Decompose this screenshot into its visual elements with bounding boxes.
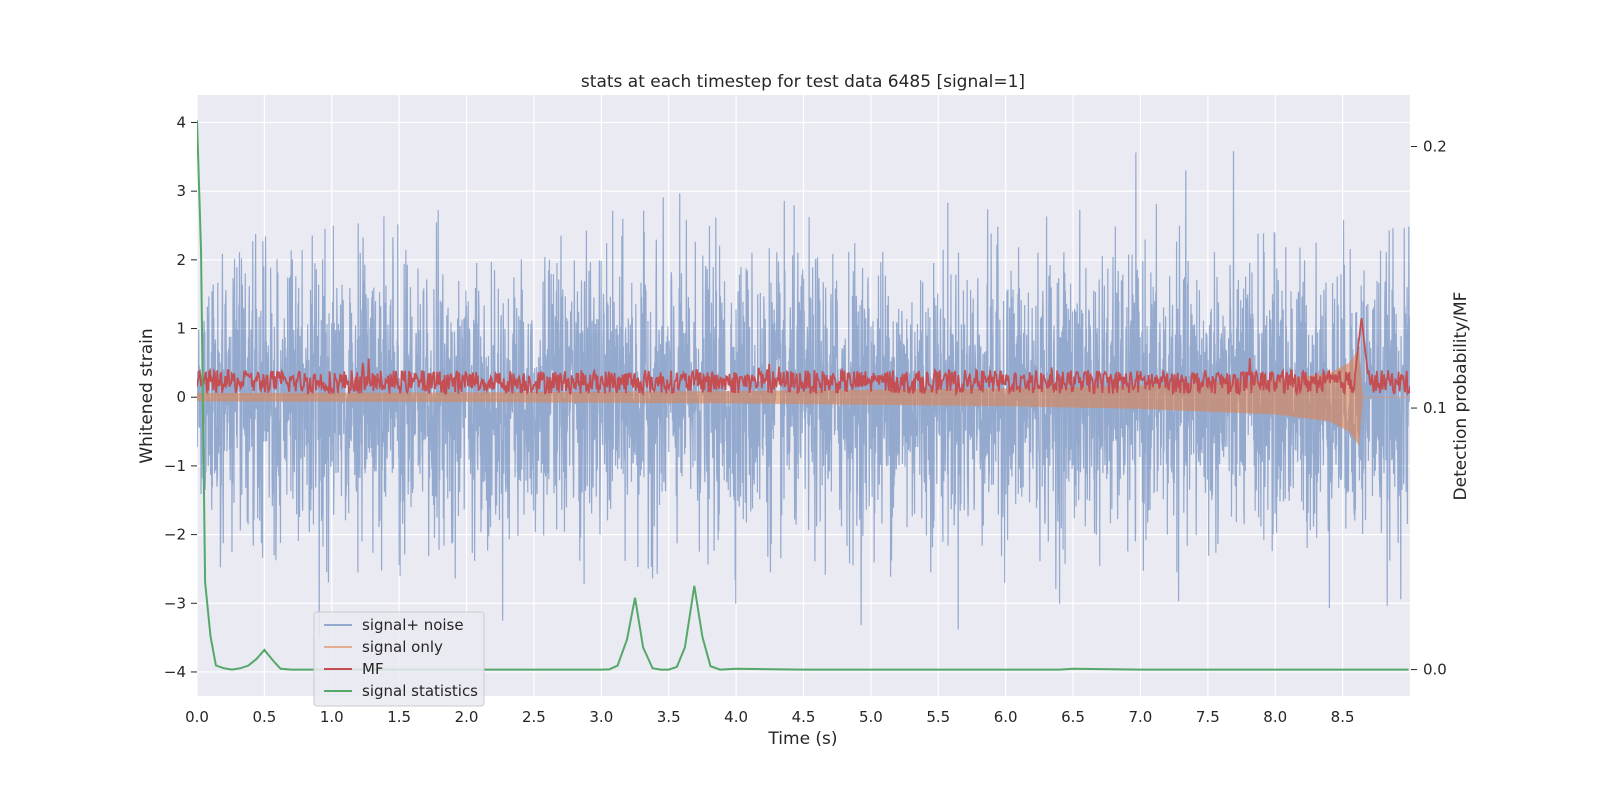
y-right-axis-label: Detection probability/MF <box>1451 292 1471 501</box>
x-tick-label: 6.0 <box>994 708 1018 726</box>
legend-label-signal-only: signal only <box>362 638 443 656</box>
x-tick-label: 4.5 <box>792 708 816 726</box>
x-tick-label: 8.5 <box>1331 708 1355 726</box>
y-tick-label: 0 <box>176 388 186 406</box>
y-tick-label: −1 <box>164 457 186 475</box>
x-tick-label: 3.5 <box>657 708 681 726</box>
x-tick-label: 7.0 <box>1129 708 1153 726</box>
y-axis-label: Whitened strain <box>137 328 157 463</box>
y-tick-label: 3 <box>176 182 186 200</box>
y-tick-label: 4 <box>176 113 186 131</box>
y-tick-label: −3 <box>164 594 186 612</box>
y-axis-ticks: 4 3 2 1 0 −1 −2 −3 −4 <box>164 113 197 681</box>
legend-label-signal-noise: signal+ noise <box>362 616 464 634</box>
y-right-tick-label: 0.1 <box>1423 399 1447 417</box>
x-tick-label: 7.5 <box>1196 708 1220 726</box>
y-tick-label: 2 <box>176 251 186 269</box>
x-tick-label: 6.5 <box>1061 708 1085 726</box>
series-signal-statistics <box>197 120 1409 671</box>
y-right-tick-label: 0.2 <box>1423 138 1447 156</box>
mf-line <box>197 317 1410 397</box>
legend-box <box>313 611 485 707</box>
x-tick-label: 0.5 <box>252 708 276 726</box>
x-tick-label: 0.0 <box>185 708 209 726</box>
x-tick-label: 4.0 <box>724 708 748 726</box>
y-right-axis-ticks: 0.2 0.1 0.0 <box>1411 138 1447 679</box>
x-tick-label: 2.0 <box>455 708 479 726</box>
series-mf <box>197 317 1410 397</box>
x-tick-label: 8.0 <box>1263 708 1287 726</box>
x-tick-label: 2.5 <box>522 708 546 726</box>
x-tick-label: 5.0 <box>859 708 883 726</box>
x-axis-label: Time (s) <box>767 729 837 749</box>
x-tick-label: 1.5 <box>387 708 411 726</box>
y-tick-label: 1 <box>176 320 186 338</box>
legend-label-signal-statistics: signal statistics <box>362 682 478 700</box>
chart-title: stats at each timestep for test data 648… <box>581 72 1025 92</box>
x-tick-label: 1.0 <box>320 708 344 726</box>
signal-noise-line <box>197 151 1410 638</box>
x-tick-label: 5.5 <box>926 708 950 726</box>
legend: signal+ noise signal only MF signal stat… <box>313 611 485 707</box>
signal-statistics-line <box>197 120 1409 671</box>
y-tick-label: −2 <box>164 526 186 544</box>
y-right-tick-label: 0.0 <box>1423 661 1447 679</box>
x-tick-label: 3.0 <box>589 708 613 726</box>
x-axis-ticks: 0.0 0.5 1.0 1.5 2.0 2.5 3.0 3.5 4.0 4.5 5.0 5.5 6.0 6… <box>185 708 1354 726</box>
legend-label-mf: MF <box>362 660 384 678</box>
series-signal-noise <box>197 151 1410 638</box>
series-signal-only <box>197 349 1410 446</box>
signal-only-line <box>197 349 1410 446</box>
y-tick-label: −4 <box>164 663 186 681</box>
